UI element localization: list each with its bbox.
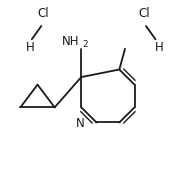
Text: Cl: Cl <box>138 7 150 20</box>
Text: N: N <box>76 117 85 130</box>
Text: H: H <box>25 41 34 54</box>
Text: Cl: Cl <box>37 7 49 20</box>
Text: 2: 2 <box>82 40 88 49</box>
Text: NH: NH <box>62 35 79 48</box>
Text: H: H <box>155 41 164 54</box>
